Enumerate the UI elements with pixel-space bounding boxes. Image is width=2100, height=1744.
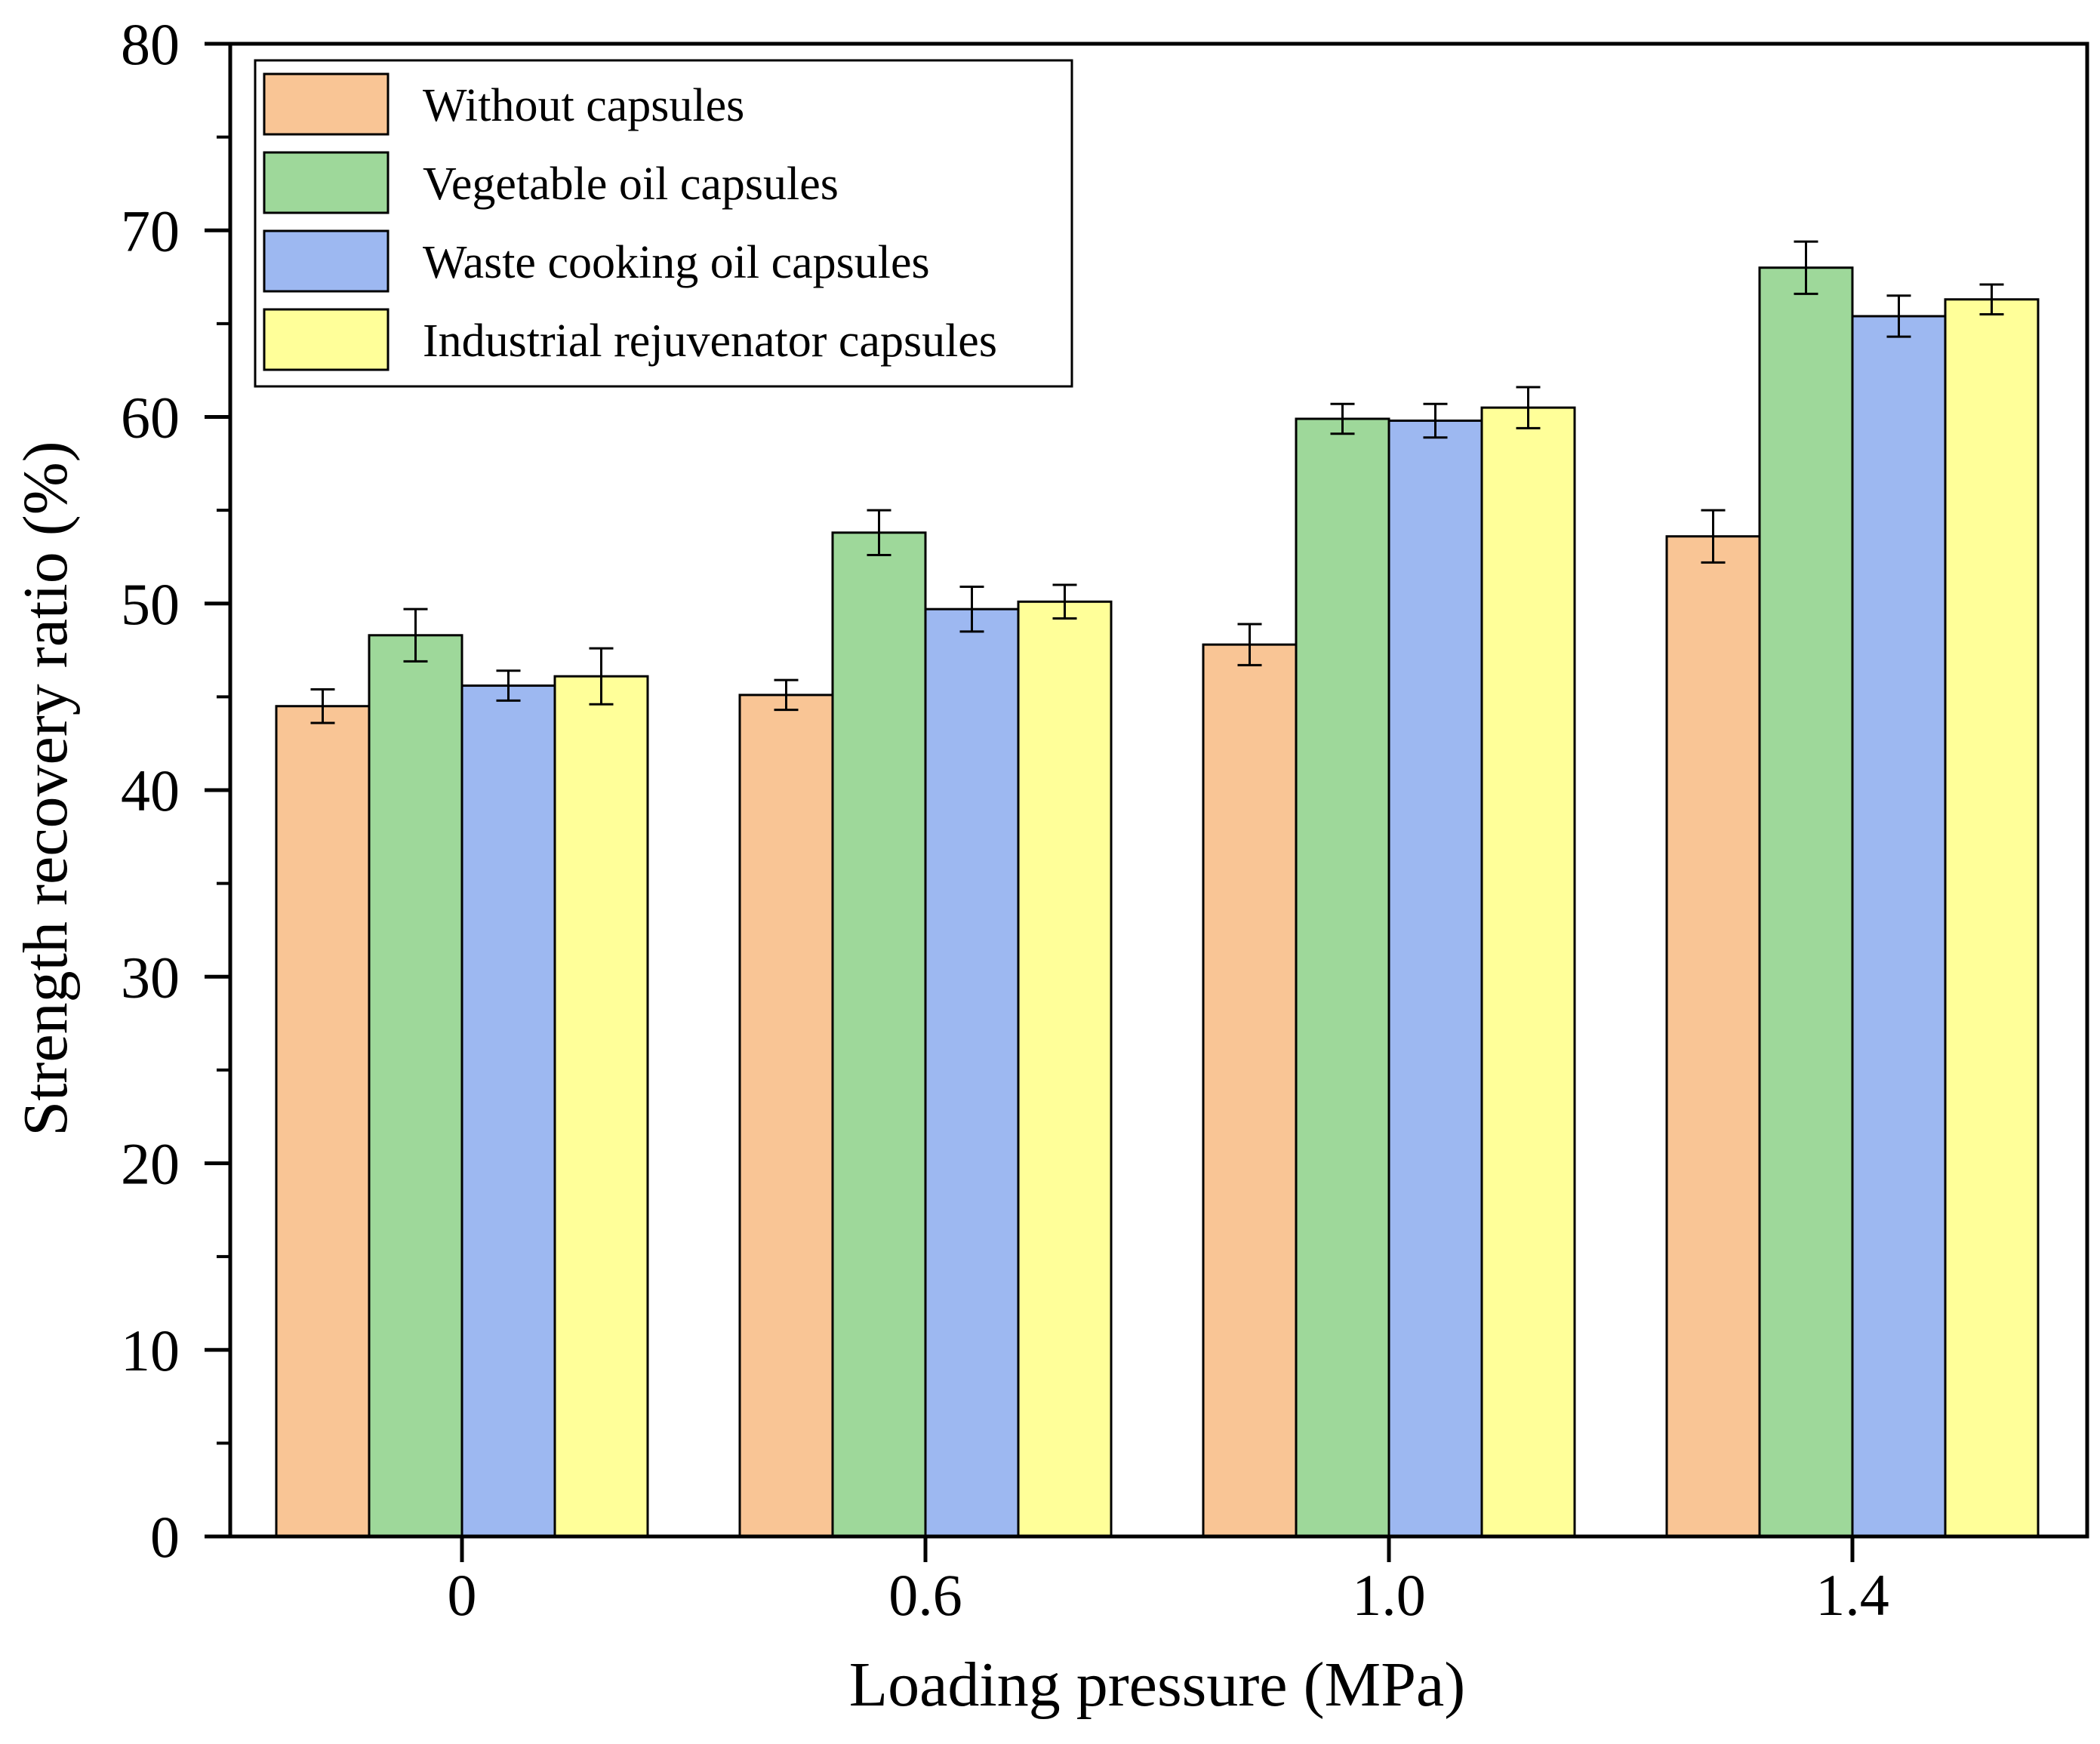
y-tick-label: 10: [121, 1318, 180, 1383]
y-tick-label: 20: [121, 1131, 180, 1197]
error-bars-layer: [310, 240, 2004, 724]
bar-0-0: [275, 705, 371, 1538]
bar-3-0: [1665, 535, 1761, 1538]
x-tick-label: 0.6: [888, 1562, 962, 1628]
y-tick-label: 30: [121, 944, 180, 1010]
x-tick-label: 1.4: [1815, 1562, 1889, 1628]
legend-box: [254, 59, 1073, 388]
bar-2-2: [1387, 419, 1483, 1538]
bar-3-3: [1944, 298, 2040, 1538]
y-tick-label: 50: [121, 571, 180, 637]
bar-1-1: [831, 531, 927, 1538]
x-tick-label: 0: [448, 1562, 477, 1628]
x-tick-label: 1.0: [1352, 1562, 1426, 1628]
bar-2-0: [1202, 643, 1298, 1538]
bar-3-1: [1758, 266, 1854, 1538]
bar-0-1: [368, 634, 463, 1538]
bar-1-3: [1017, 600, 1113, 1538]
bar-0-2: [460, 684, 556, 1538]
legend-label: Without capsules: [423, 80, 744, 131]
y-tick-label: 70: [121, 198, 180, 263]
bars-layer: [275, 266, 2040, 1538]
x-axis-title: Loading pressure (MPa): [849, 1650, 1465, 1720]
bar-1-0: [738, 694, 834, 1538]
legend-label: Industrial rejuvenator capsules: [423, 315, 997, 367]
legend-label: Vegetable oil capsules: [423, 158, 839, 210]
bar-2-1: [1295, 417, 1390, 1538]
y-tick-label: 60: [121, 385, 180, 451]
y-tick-label: 40: [121, 758, 180, 823]
y-tick-label: 0: [150, 1504, 180, 1570]
legend-swatch: [263, 151, 390, 214]
bar-0-3: [553, 675, 649, 1538]
axes-layer: 0 10 20 30 40 50 60 70 80 0 0.6 1.0 1.4: [121, 11, 2089, 1628]
legend-swatch: [263, 308, 390, 371]
legend-swatch: [263, 229, 390, 293]
y-axis-title: Strength recovery ratio (%): [11, 441, 81, 1136]
legend-swatch: [263, 72, 390, 136]
legend: Without capsules Vegetable oil capsules Wa…: [254, 59, 1073, 388]
bar-3-2: [1851, 315, 1947, 1538]
legend-label: Waste cooking oil capsules: [423, 237, 930, 288]
bar-1-2: [924, 607, 1020, 1538]
y-tick-label: 80: [121, 11, 180, 77]
bar-2-3: [1480, 406, 1576, 1538]
